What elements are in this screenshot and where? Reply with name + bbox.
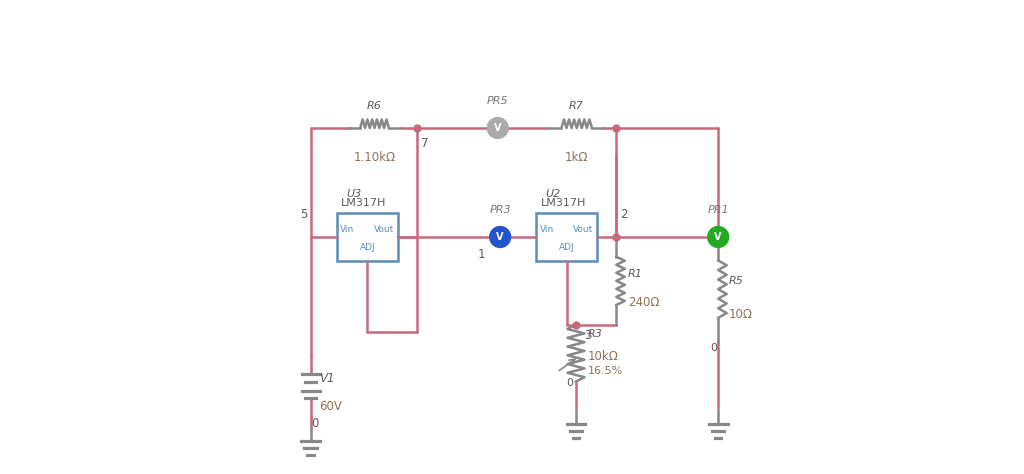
Text: 5: 5 [300,208,307,221]
Text: R3: R3 [588,328,603,338]
Text: PR5: PR5 [487,96,509,106]
Text: LM317H: LM317H [541,198,586,208]
Text: 7: 7 [421,137,428,150]
Bar [337,213,398,261]
Text: V: V [497,232,504,242]
Text: 240Ω: 240Ω [628,296,659,309]
Text: R1: R1 [628,269,643,279]
Text: 60V: 60V [319,400,342,413]
Text: ADJ: ADJ [559,243,574,252]
Text: 10kΩ: 10kΩ [588,350,618,363]
Text: 3: 3 [584,329,592,342]
Circle shape [487,118,508,138]
Text: 10Ω: 10Ω [729,308,753,320]
Text: V: V [715,232,722,242]
Text: Vout: Vout [374,226,394,234]
Text: V1: V1 [319,372,335,384]
Text: 1.10kΩ: 1.10kΩ [353,151,395,164]
Text: 0: 0 [566,378,573,388]
Text: R5: R5 [729,276,743,286]
Text: V: V [494,123,502,133]
Text: R7: R7 [569,101,584,111]
Text: Vin: Vin [540,226,554,234]
Text: 0: 0 [311,417,319,429]
Circle shape [489,227,511,247]
Text: PR3: PR3 [489,205,511,215]
Text: LM317H: LM317H [341,198,387,208]
Text: Vout: Vout [573,226,594,234]
Text: 0: 0 [710,343,717,353]
Text: Vin: Vin [340,226,354,234]
Bar [536,213,597,261]
Text: U2: U2 [545,189,560,199]
Text: 16.5%: 16.5% [588,366,623,376]
Circle shape [708,227,729,247]
Text: R6: R6 [367,101,382,111]
Text: PR1: PR1 [708,205,729,215]
Text: U3: U3 [346,189,361,199]
Text: 1kΩ: 1kΩ [564,151,588,164]
Text: ADJ: ADJ [359,243,375,252]
Text: 1: 1 [477,248,485,261]
Text: 2: 2 [620,208,627,221]
